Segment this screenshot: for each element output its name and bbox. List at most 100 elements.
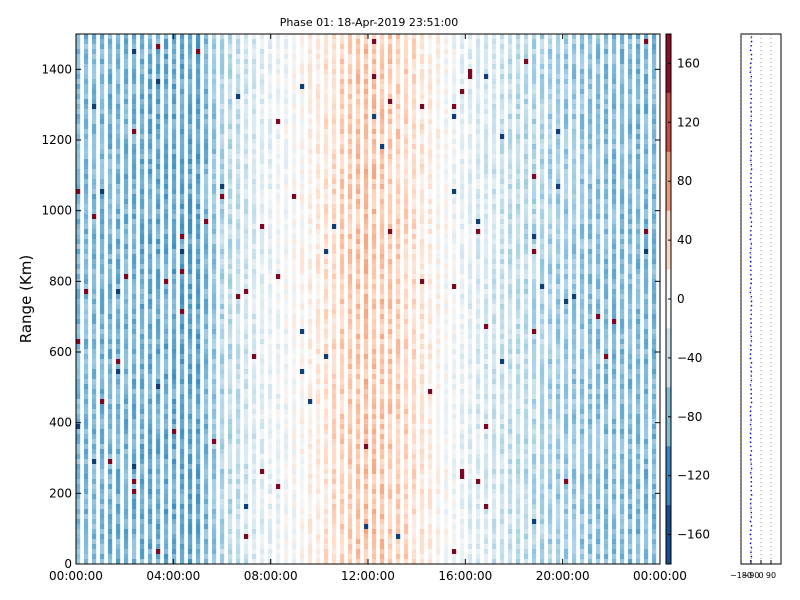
heatmap-cell xyxy=(404,424,409,430)
heatmap-cell xyxy=(212,79,217,85)
heatmap-cell xyxy=(356,389,361,395)
heatmap-cell xyxy=(188,334,193,340)
heatmap-cell xyxy=(444,549,449,555)
heatmap-cell xyxy=(188,274,193,280)
heatmap-cell xyxy=(444,544,449,550)
heatmap-cell xyxy=(292,339,297,345)
heatmap-cell xyxy=(220,169,225,175)
heatmap-cell xyxy=(292,444,297,450)
heatmap-cell xyxy=(124,109,129,115)
heatmap-cell xyxy=(428,339,433,345)
heatmap-cell xyxy=(244,379,249,385)
heatmap-cell xyxy=(364,489,369,495)
heatmap-cell xyxy=(76,404,81,410)
heatmap-cell xyxy=(444,79,449,85)
heatmap-cell xyxy=(132,294,137,300)
heatmap-cell xyxy=(308,234,313,240)
heatmap-cell xyxy=(388,434,393,440)
heatmap-cell xyxy=(116,434,121,440)
heatmap-cell xyxy=(196,274,201,280)
heatmap-cell xyxy=(436,39,441,45)
heatmap-cell xyxy=(212,314,217,320)
heatmap-cell xyxy=(236,114,241,120)
heatmap-cell xyxy=(132,519,137,525)
heatmap-cell xyxy=(132,534,137,540)
heatmap-cell xyxy=(244,69,249,75)
heatmap-cell xyxy=(428,559,433,565)
heatmap-cell xyxy=(116,514,121,520)
heatmap-cell xyxy=(372,544,377,550)
heatmap-cell xyxy=(292,164,297,170)
heatmap-cell xyxy=(388,109,393,115)
heatmap-cell xyxy=(316,394,321,400)
heatmap-cell xyxy=(116,439,121,445)
heatmap-cell xyxy=(284,204,289,210)
heatmap-cell xyxy=(84,174,89,180)
heatmap-cell xyxy=(404,69,409,75)
heatmap-cell xyxy=(260,184,265,190)
heatmap-cell xyxy=(236,134,241,140)
heatmap-cell xyxy=(164,399,169,405)
heatmap-cell xyxy=(444,54,449,60)
heatmap-cell xyxy=(428,184,433,190)
heatmap-cell xyxy=(380,304,385,310)
heatmap-cell xyxy=(92,204,97,210)
heatmap-cell xyxy=(428,194,433,200)
heatmap-cell xyxy=(172,304,177,310)
heatmap-cell xyxy=(380,404,385,410)
heatmap-cell xyxy=(260,104,265,110)
heatmap-cell xyxy=(244,214,249,220)
heatmap-cell xyxy=(348,34,353,40)
heatmap-cell xyxy=(428,499,433,505)
heatmap-cell xyxy=(148,524,153,530)
heatmap-cell xyxy=(164,444,169,450)
heatmap-cell xyxy=(196,459,201,465)
heatmap-cell xyxy=(252,59,257,65)
heatmap-cell xyxy=(348,479,353,485)
heatmap-cell xyxy=(156,334,161,340)
heatmap-cell xyxy=(316,359,321,365)
heatmap-cell xyxy=(156,184,161,190)
heatmap-cell xyxy=(116,464,121,470)
heatmap-cell xyxy=(212,504,217,510)
heatmap-cell xyxy=(204,514,209,520)
heatmap-cell xyxy=(180,179,185,185)
heatmap-cell xyxy=(236,94,241,100)
heatmap-cell xyxy=(172,369,177,375)
heatmap-cell xyxy=(236,434,241,440)
heatmap-cell xyxy=(292,299,297,305)
heatmap-cell xyxy=(380,69,385,75)
heatmap-cell xyxy=(132,389,137,395)
heatmap-cell xyxy=(292,39,297,45)
heatmap-cell xyxy=(100,299,105,305)
heatmap-cell xyxy=(268,519,273,525)
heatmap-cell xyxy=(140,109,145,115)
heatmap-cell xyxy=(132,219,137,225)
heatmap-cell xyxy=(260,34,265,40)
heatmap-cell xyxy=(436,99,441,105)
heatmap-cell xyxy=(444,494,449,500)
heatmap-cell xyxy=(332,414,337,420)
heatmap-cell xyxy=(180,134,185,140)
heatmap-cell xyxy=(364,324,369,330)
heatmap-cell xyxy=(308,529,313,535)
heatmap-cell xyxy=(116,194,121,200)
heatmap-cell xyxy=(180,429,185,435)
heatmap-cell xyxy=(428,534,433,540)
heatmap-cell xyxy=(164,534,169,540)
heatmap-cell xyxy=(172,454,177,460)
heatmap-cell xyxy=(196,119,201,125)
heatmap-cell xyxy=(324,489,329,495)
heatmap-cell xyxy=(124,164,129,170)
heatmap-cell xyxy=(148,514,153,520)
heatmap-cell xyxy=(100,379,105,385)
heatmap-cell xyxy=(140,204,145,210)
heatmap-cell xyxy=(244,449,249,455)
heatmap-cell xyxy=(444,234,449,240)
heatmap-cell xyxy=(308,39,313,45)
heatmap-cell xyxy=(268,309,273,315)
heatmap-cell xyxy=(220,494,225,500)
heatmap-cell xyxy=(276,179,281,185)
heatmap-cell xyxy=(276,504,281,510)
heatmap-cell xyxy=(340,214,345,220)
